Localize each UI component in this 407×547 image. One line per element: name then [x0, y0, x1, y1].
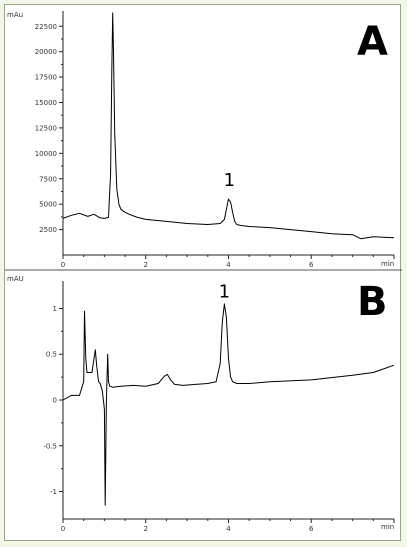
- x-tick-label: 4: [226, 525, 231, 533]
- y-tick-label: 0: [53, 397, 57, 405]
- x-tick-label: 0: [61, 525, 65, 533]
- y-tick-label: 10000: [35, 150, 57, 158]
- panel-b: mAU min B 1 0 2 4 6 -1 -0.5 0 0.5 1: [7, 275, 395, 533]
- x-tick-label: 2: [144, 261, 148, 269]
- x-tick-label: 0: [61, 261, 65, 269]
- panel-b-trace: [62, 303, 395, 506]
- panel-b-letter: B: [357, 279, 388, 325]
- panel-a-y-unit: mAu: [7, 11, 23, 19]
- panel-a: mAu min A 1 0 2 4 6 2500 5000 7500 10000 12500 15…: [7, 11, 395, 269]
- y-tick-label: 17500: [35, 74, 57, 82]
- panel-b-peak-label: 1: [219, 281, 230, 302]
- y-tick-label: 2500: [39, 226, 57, 234]
- y-tick-label: 12500: [35, 124, 57, 132]
- y-tick-label: 22500: [35, 23, 57, 31]
- panel-b-x-unit: min: [381, 523, 394, 531]
- figure-frame: mAu min A 1 0 2 4 6 2500 5000 7500 10000 12500 15…: [4, 4, 402, 541]
- panel-a-peak-label: 1: [224, 170, 235, 191]
- panel-a-trace: [62, 12, 395, 240]
- y-tick-label: 20000: [35, 48, 57, 56]
- panel-a-letter: A: [357, 19, 388, 65]
- y-tick-label: 15000: [35, 99, 57, 107]
- panel-b-y-unit: mAU: [7, 275, 24, 283]
- panel-a-x-unit: min: [381, 260, 394, 268]
- x-tick-label: 6: [309, 261, 314, 269]
- y-tick-label: 5000: [39, 201, 57, 209]
- y-tick-label: 1: [53, 305, 57, 313]
- x-tick-label: 2: [144, 525, 148, 533]
- y-tick-label: -0.5: [43, 442, 57, 450]
- x-tick-label: 4: [226, 261, 231, 269]
- y-tick-label: 7500: [39, 175, 57, 183]
- x-tick-label: 6: [309, 525, 314, 533]
- y-tick-label: -1: [50, 488, 57, 496]
- y-tick-label: 0.5: [46, 351, 57, 359]
- chromatogram-figure: mAu min A 1 0 2 4 6 2500 5000 7500 10000 12500 15…: [5, 11, 402, 533]
